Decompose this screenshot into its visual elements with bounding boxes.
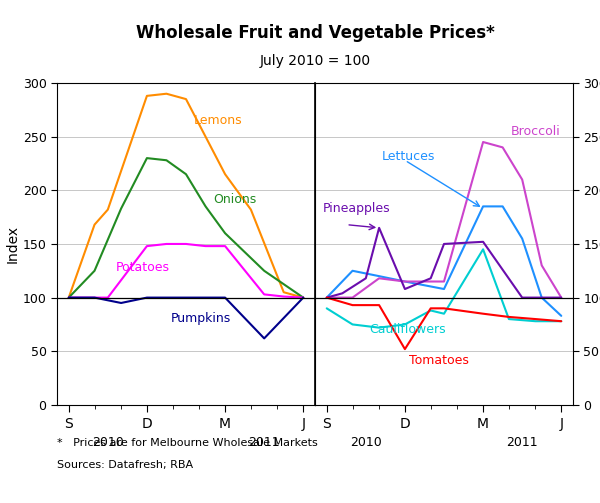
Text: Pineapples: Pineapples bbox=[323, 202, 391, 215]
Text: Cauliflowers: Cauliflowers bbox=[370, 323, 446, 336]
Text: July 2010 = 100: July 2010 = 100 bbox=[259, 54, 371, 68]
Text: 2011: 2011 bbox=[248, 436, 280, 449]
Text: Onions: Onions bbox=[214, 193, 257, 206]
Text: Broccoli: Broccoli bbox=[511, 125, 560, 137]
Text: Potatoes: Potatoes bbox=[116, 261, 170, 274]
Text: 2010: 2010 bbox=[350, 436, 382, 449]
Text: 2010: 2010 bbox=[92, 436, 124, 449]
Text: Sources: Datafresh; RBA: Sources: Datafresh; RBA bbox=[57, 460, 193, 470]
Text: Lettuces: Lettuces bbox=[382, 150, 435, 163]
Text: Tomatoes: Tomatoes bbox=[409, 354, 469, 367]
Text: Wholesale Fruit and Vegetable Prices*: Wholesale Fruit and Vegetable Prices* bbox=[136, 24, 494, 42]
Y-axis label: Index: Index bbox=[6, 225, 20, 263]
Text: Pumpkins: Pumpkins bbox=[170, 312, 230, 325]
Text: Lemons: Lemons bbox=[194, 114, 242, 127]
Text: *   Prices are for Melbourne Wholesale Markets: * Prices are for Melbourne Wholesale Mar… bbox=[57, 438, 318, 448]
Text: 2011: 2011 bbox=[506, 436, 538, 449]
